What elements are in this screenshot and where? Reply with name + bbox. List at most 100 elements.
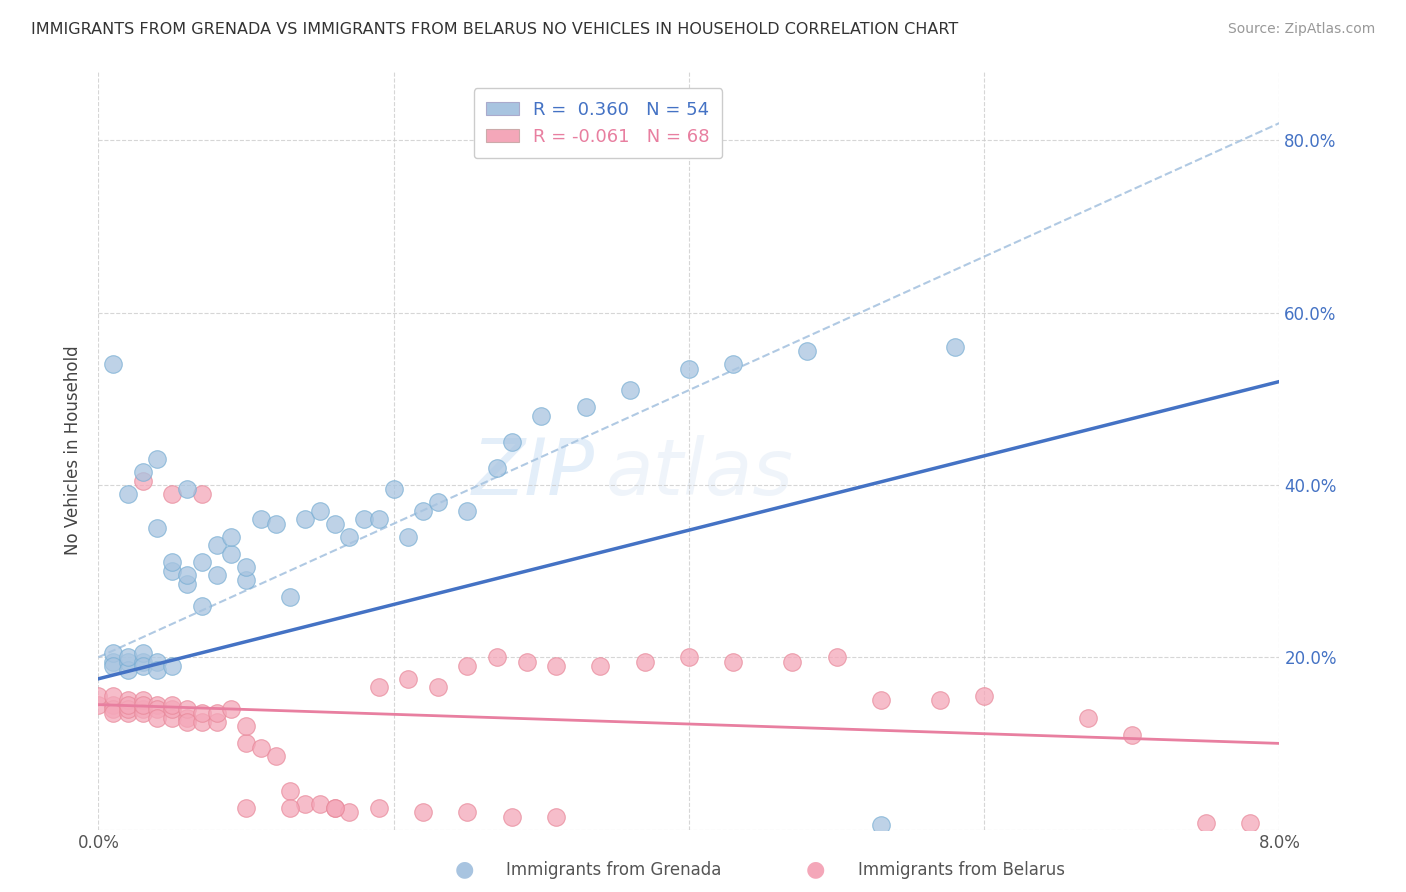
Point (191, 706, 214, 721)
Point (176, 702, 198, 716)
Point (132, 474, 155, 488)
Point (117, 698, 139, 712)
Point (146, 452, 169, 467)
Point (162, 556, 183, 570)
Point (723, 655, 745, 669)
Point (146, 655, 169, 669)
Point (589, 658, 612, 673)
Point (250, 740, 273, 755)
Point (205, 568, 228, 582)
Point (146, 710, 169, 724)
Point (235, 801, 257, 815)
Point (782, 655, 804, 669)
Point (294, 797, 316, 811)
Point (146, 698, 169, 712)
Point (546, 810, 568, 824)
Point (117, 706, 139, 721)
Point (132, 706, 155, 721)
Point (382, 482, 405, 496)
Point (1195, 815, 1218, 830)
Point (870, 693, 893, 707)
Point (191, 599, 214, 613)
Point (205, 706, 228, 721)
Point (176, 714, 198, 729)
Point (117, 655, 139, 669)
Text: ZIP: ZIP (471, 435, 595, 511)
Point (162, 710, 183, 724)
Point (398, 530, 420, 544)
Point (176, 482, 198, 496)
Point (103, 698, 125, 712)
Point (146, 702, 169, 716)
Text: Source: ZipAtlas.com: Source: ZipAtlas.com (1227, 22, 1375, 37)
Point (323, 801, 346, 815)
Point (619, 383, 641, 397)
Text: ●: ● (454, 860, 474, 880)
Point (264, 749, 287, 764)
Point (457, 504, 479, 518)
Point (117, 486, 139, 500)
Text: Immigrants from Belarus: Immigrants from Belarus (858, 861, 1064, 879)
Point (117, 702, 139, 716)
Point (1121, 728, 1143, 742)
Point (339, 530, 361, 544)
Legend: R =  0.360   N = 54, R = -0.061   N = 68: R = 0.360 N = 54, R = -0.061 N = 68 (474, 88, 723, 158)
Point (103, 702, 125, 716)
Point (132, 698, 155, 712)
Point (103, 357, 125, 371)
Text: Immigrants from Grenada: Immigrants from Grenada (506, 861, 721, 879)
Point (205, 714, 228, 729)
Point (117, 693, 139, 707)
Point (309, 504, 332, 518)
Point (132, 702, 155, 716)
Point (162, 486, 183, 500)
Point (368, 681, 391, 695)
Point (929, 693, 952, 707)
Point (132, 658, 155, 673)
Point (516, 655, 538, 669)
Point (280, 801, 302, 815)
Point (132, 646, 155, 660)
Point (280, 590, 302, 604)
Point (501, 434, 523, 449)
Point (146, 521, 169, 535)
Point (87, 698, 110, 712)
Point (309, 797, 332, 811)
Point (368, 801, 391, 815)
Point (162, 658, 183, 673)
Point (205, 538, 228, 552)
Point (117, 650, 139, 665)
Point (398, 672, 420, 686)
Point (575, 401, 598, 415)
Point (162, 698, 183, 712)
Text: IMMIGRANTS FROM GRENADA VS IMMIGRANTS FROM BELARUS NO VEHICLES IN HOUSEHOLD CORR: IMMIGRANTS FROM GRENADA VS IMMIGRANTS FR… (31, 22, 957, 37)
Point (162, 564, 183, 578)
Point (943, 340, 966, 354)
Point (323, 801, 346, 815)
Point (117, 663, 139, 677)
Point (678, 650, 700, 665)
Point (191, 556, 214, 570)
Point (191, 714, 214, 729)
Text: ●: ● (806, 860, 825, 880)
Point (191, 486, 214, 500)
Point (176, 577, 198, 591)
Point (427, 495, 450, 509)
Point (412, 504, 434, 518)
Text: atlas: atlas (606, 435, 794, 511)
Point (221, 547, 243, 561)
Point (501, 810, 523, 824)
Point (1239, 815, 1261, 830)
Point (264, 516, 287, 531)
Point (87, 689, 110, 703)
Point (235, 736, 257, 750)
Point (132, 655, 155, 669)
Point (427, 681, 450, 695)
Point (176, 710, 198, 724)
Point (368, 512, 391, 526)
Y-axis label: No Vehicles in Household: No Vehicles in Household (65, 345, 83, 556)
Point (176, 568, 198, 582)
Point (103, 706, 125, 721)
Point (235, 559, 257, 574)
Point (132, 465, 155, 479)
